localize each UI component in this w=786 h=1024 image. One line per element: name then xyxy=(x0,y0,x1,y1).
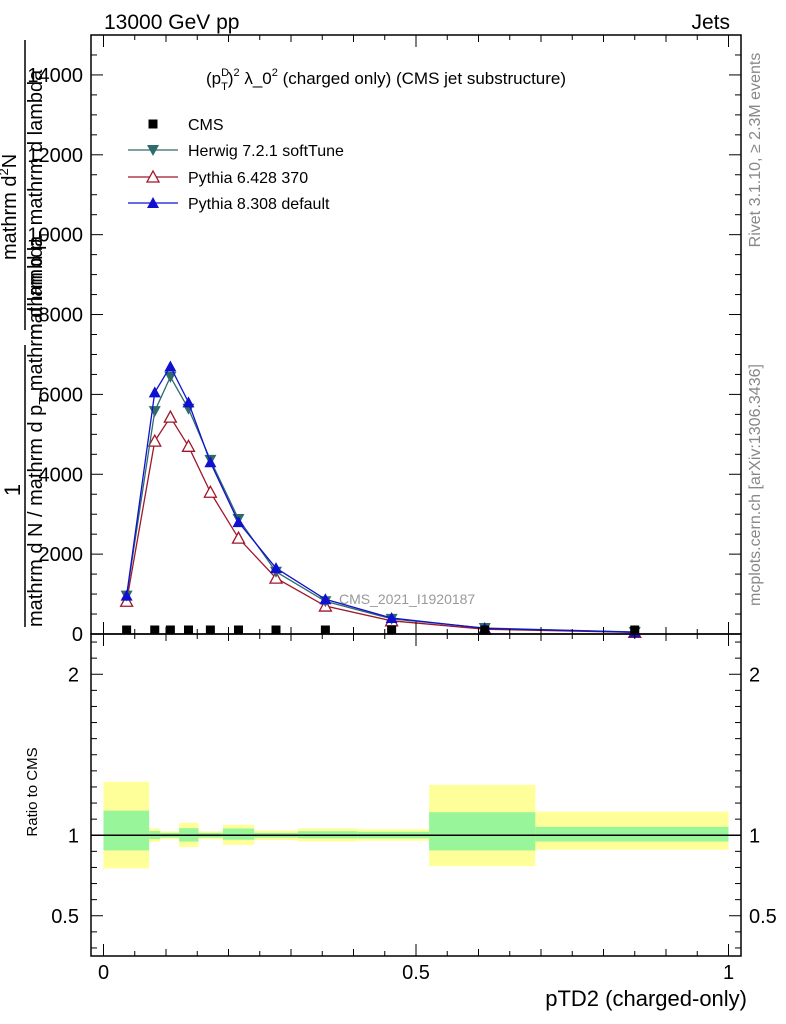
pythia6-point-4 xyxy=(203,484,218,498)
legend: CMS Herwig 7.2.1 softTune Pythia 6.428 370… xyxy=(128,117,344,213)
ylabel-numerator: mathrm d2N xyxy=(0,154,21,260)
main-ytick-label: 12000 xyxy=(27,145,83,167)
axes: 0 2000 4000 6000 8000 10000 12000 14000 0 0.5 1 0.5… xyxy=(27,34,777,984)
ylabel-denominator: mathrm d N / mathrm d pT mathrm d lambda xyxy=(25,235,51,627)
cms-point-4 xyxy=(205,625,215,635)
cms-point-2 xyxy=(165,625,175,635)
main-ytick-label: 0 xyxy=(72,624,83,646)
pythia6-point-3 xyxy=(181,438,196,452)
mcplots-label: mcplots.cern.ch [arXiv:1306.3436] xyxy=(747,364,764,606)
main-ytick-label: 10000 xyxy=(27,225,83,247)
main-ytick-label: 4000 xyxy=(39,464,84,486)
main-ytick-label: 8000 xyxy=(39,305,84,327)
ratio-ytick-label-right: 1 xyxy=(749,825,760,847)
pythia8-point-1 xyxy=(148,386,161,398)
ratio-ytick-label: 0.5 xyxy=(51,906,79,928)
pythia6-point-1 xyxy=(147,433,162,447)
main-ytick-label: 2000 xyxy=(39,544,84,566)
pythia6-point-5 xyxy=(231,530,246,544)
legend-label-pythia8: Pythia 8.308 default xyxy=(188,196,330,213)
ylabel-one: 1 xyxy=(0,484,25,496)
cms-point-9 xyxy=(480,625,490,635)
ratio-xtick-label: 0.5 xyxy=(402,962,430,984)
ratio-ylabel: Ratio to CMS xyxy=(24,747,41,836)
main-ytick-label: 6000 xyxy=(39,384,84,406)
legend-marker-herwig xyxy=(147,145,159,156)
ratio-inner-band-5 xyxy=(222,828,255,840)
cms-point-1 xyxy=(150,625,160,635)
legend-marker-cms xyxy=(148,119,158,129)
legend-label-cms: CMS xyxy=(188,117,224,134)
cms-point-8 xyxy=(387,625,397,635)
ylabel-numerator-denominator: mathrm d pT mathrm d lambda xyxy=(25,69,51,340)
legend-marker-pythia6 xyxy=(145,169,161,183)
ratio-xtick-label: 0 xyxy=(98,962,109,984)
rivet-label: Rivet 3.1.10, ≥ 2.3M events xyxy=(747,53,764,248)
pythia8-point-4 xyxy=(204,456,217,468)
cms-point-5 xyxy=(234,625,243,635)
ratio-xtick-label: 1 xyxy=(723,962,734,984)
ratio-ytick-label-right: 2 xyxy=(749,664,760,686)
pythia8-point-2 xyxy=(164,360,177,372)
main-ylabel: 1 mathrm d N / mathrm d pT mathrm d lamb… xyxy=(0,40,51,627)
cms-point-0 xyxy=(122,625,132,635)
legend-label-herwig: Herwig 7.2.1 softTune xyxy=(188,143,344,160)
plot-title: (pD T)2 λ_02 (charged only) (CMS jet subs… xyxy=(206,67,566,93)
herwig-point-1 xyxy=(148,406,161,418)
energy-label: 13000 GeV pp xyxy=(104,11,239,34)
legend-marker-pythia8 xyxy=(147,197,159,208)
pythia6-point-2 xyxy=(163,409,178,423)
ratio-inner-band-9 xyxy=(429,812,536,851)
ratio-inner-band-0 xyxy=(103,810,150,851)
x-axis-label: pTD2 (charged-only) xyxy=(545,986,747,1011)
ratio-ytick-label: 1 xyxy=(68,825,79,847)
cms-point-7 xyxy=(320,625,330,635)
ratio-bands xyxy=(91,781,741,869)
herwig-point-2 xyxy=(164,371,177,383)
pythia8-point-6 xyxy=(270,562,282,574)
analysis-watermark: CMS_2021_I1920187 xyxy=(339,591,475,607)
ratio-ytick-label-right: 0.5 xyxy=(749,906,777,928)
ratio-inner-band-10 xyxy=(535,826,729,842)
pythia8-point-8 xyxy=(385,612,398,624)
category-label: Jets xyxy=(691,11,730,34)
pythia8-point-3 xyxy=(182,396,195,408)
pythia8-point-7 xyxy=(319,593,332,605)
main-ytick-label: 14000 xyxy=(27,65,83,87)
cms-point-6 xyxy=(271,625,281,635)
pythia8-point-5 xyxy=(232,516,245,528)
ratio-ytick-label: 2 xyxy=(68,664,79,686)
ratio-plot-frame xyxy=(90,633,742,957)
legend-label-pythia6: Pythia 6.428 370 xyxy=(188,170,308,187)
pythia8-point-0 xyxy=(120,589,133,601)
cms-point-3 xyxy=(184,625,193,635)
